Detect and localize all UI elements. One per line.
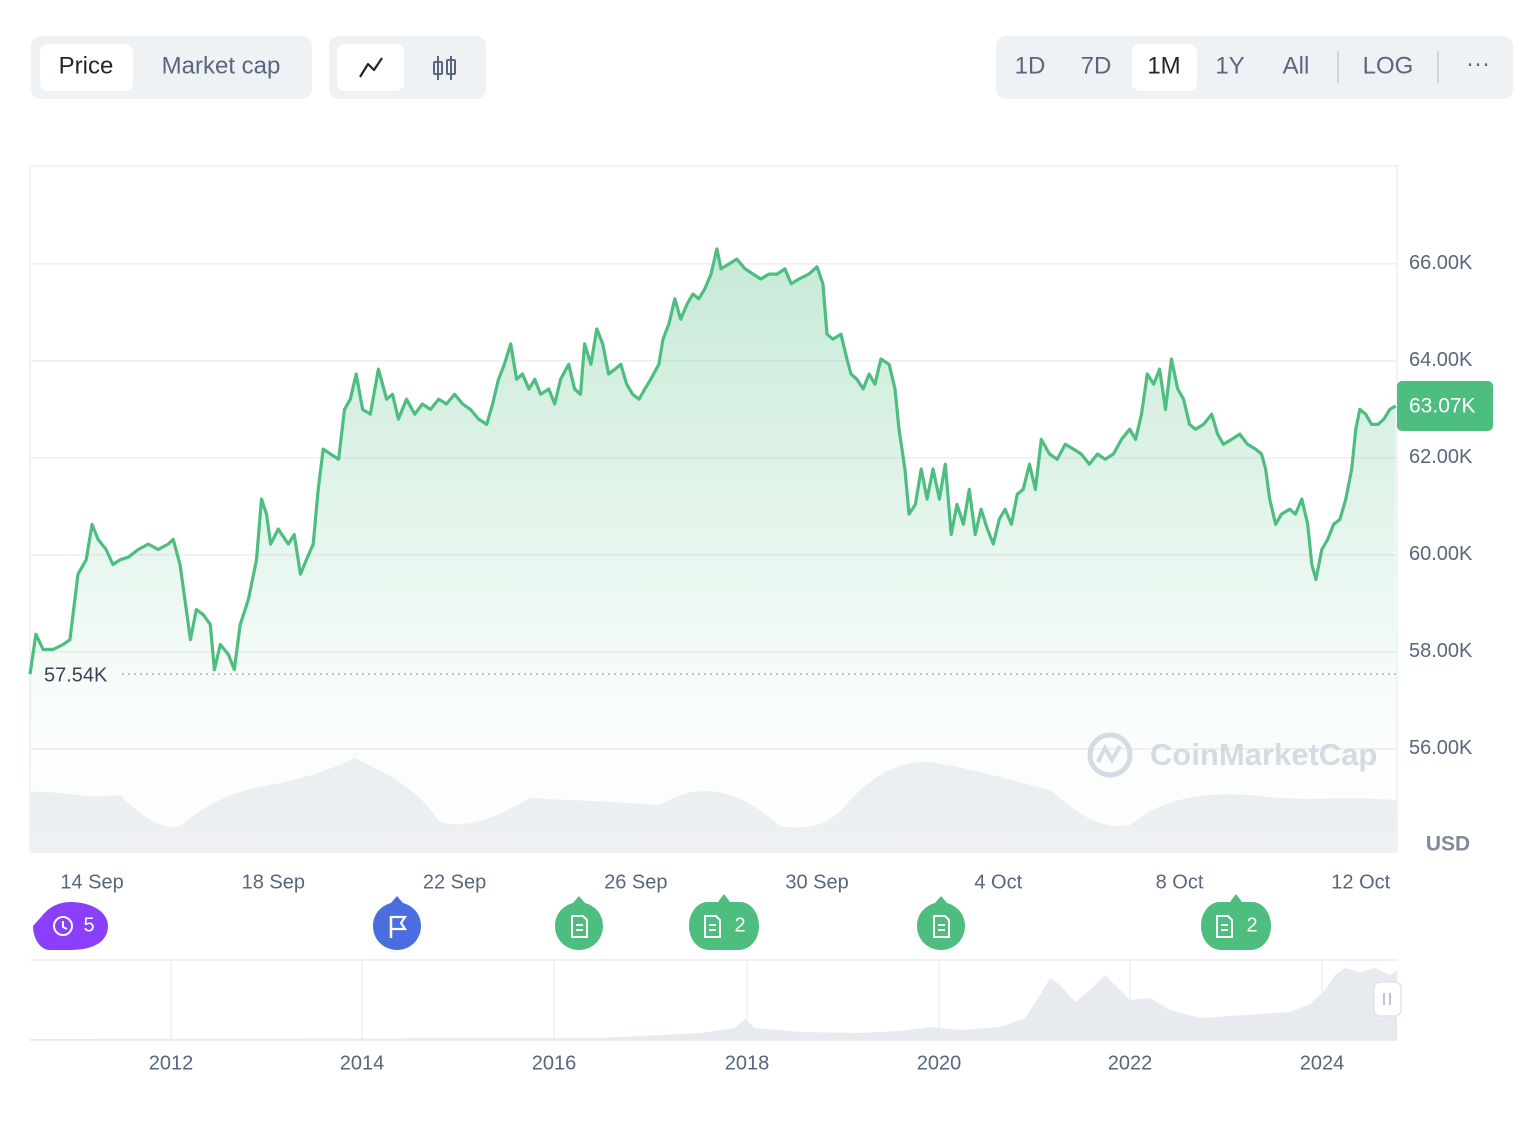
navigator: 2012 2014 2016 2018 2020 2022 2024 [30, 959, 1402, 1074]
event-marker[interactable]: 5 [33, 902, 108, 950]
event-marker[interactable]: 2 [689, 894, 759, 950]
more-button[interactable]: ··· [1466, 50, 1490, 77]
range-switch [996, 36, 1513, 99]
log-button[interactable]: LOG [1363, 52, 1414, 79]
price-line [28, 247, 1397, 675]
event-count: 5 [83, 914, 94, 936]
x-tick-label: 14 Sep [60, 871, 123, 893]
navigator-year: 2020 [917, 1052, 962, 1074]
event-marker[interactable] [917, 896, 965, 950]
navigator-year: 2014 [340, 1052, 385, 1074]
navigator-year: 2024 [1300, 1052, 1345, 1074]
y-tick-label: 66.00K [1409, 252, 1473, 274]
active-tab [40, 44, 133, 91]
event-marker[interactable] [373, 896, 421, 950]
start-price-label: 57.54K [44, 664, 108, 686]
last-price-label: 63.07K [1409, 395, 1476, 418]
last-price-badge [1397, 380, 1493, 431]
price-tab[interactable]: Price [59, 52, 114, 79]
x-tick-label: 18 Sep [242, 871, 305, 893]
x-tick-label: 12 Oct [1331, 871, 1390, 893]
line-icon [359, 57, 383, 78]
event-marker[interactable] [555, 896, 603, 950]
navigator-year: 2022 [1108, 1052, 1153, 1074]
x-tick-label: 4 Oct [974, 871, 1022, 893]
navigator-handle[interactable] [1373, 981, 1402, 1017]
x-tick-label: 30 Sep [785, 871, 848, 893]
y-tick-label: 60.00K [1409, 543, 1473, 565]
y-tick-label: 64.00K [1409, 349, 1473, 371]
range-button[interactable]: 1M [1147, 52, 1180, 79]
event-count: 2 [1246, 914, 1257, 936]
watermark-text: CoinMarketCap [1150, 737, 1377, 772]
candle-icon[interactable] [433, 56, 456, 80]
event-marker[interactable]: 2 [1201, 894, 1271, 950]
x-tick-label: 26 Sep [604, 871, 667, 893]
event-count: 2 [734, 914, 745, 936]
y-tick-label: 56.00K [1409, 737, 1473, 759]
navigator-year: 2012 [149, 1052, 194, 1074]
y-tick-label: 58.00K [1409, 640, 1473, 662]
x-tick-label: 22 Sep [423, 871, 486, 893]
price-area [30, 248, 1396, 852]
active-range [1132, 44, 1197, 91]
navigator-year: 2018 [725, 1052, 770, 1074]
currency-label: USD [1426, 833, 1470, 856]
range-button[interactable]: 7D [1081, 52, 1112, 79]
y-tick-label: 62.00K [1409, 446, 1473, 468]
range-button[interactable]: All [1283, 52, 1310, 79]
x-tick-label: 8 Oct [1156, 871, 1204, 893]
watermark: CoinMarketCap [1087, 732, 1377, 778]
market-cap-tab[interactable]: Market cap [162, 52, 281, 79]
range-button[interactable]: 1D [1015, 52, 1046, 79]
navigator-year: 2016 [532, 1052, 577, 1074]
range-button[interactable]: 1Y [1215, 52, 1244, 79]
